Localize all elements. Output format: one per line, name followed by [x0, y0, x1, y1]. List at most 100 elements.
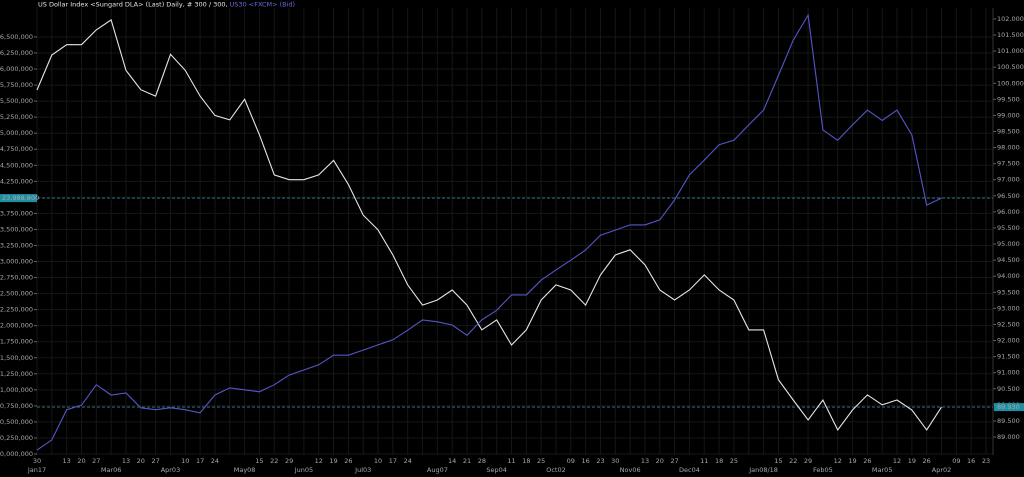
x-tick-label: 23 [596, 457, 604, 465]
x-tick-label: 26 [923, 457, 931, 465]
y-tick-label: 23,250,000 [0, 241, 33, 249]
x-month-label: Sep04 [486, 466, 507, 474]
y-tick-label: 24,250,000 [0, 177, 33, 185]
x-tick-label: 27 [92, 457, 100, 465]
y-tick-label: 25,750,000 [0, 81, 33, 89]
y2-tick-label: 92.500 [997, 320, 1020, 328]
last-value-label: 89.930 [997, 403, 1020, 411]
y-tick-label: 20,250,000 [0, 434, 33, 442]
x-month-label: Apr02 [932, 466, 952, 474]
x-month-label: Feb05 [813, 466, 833, 474]
x-tick-label: 18 [715, 457, 723, 465]
x-month-label: Mar05 [872, 466, 893, 474]
y2-tick-label: 96.500 [997, 192, 1020, 200]
x-tick-label: 18 [522, 457, 530, 465]
y2-tick-label: 94.500 [997, 256, 1020, 264]
last-value-box [994, 403, 1024, 412]
y-tick-label: 24,750,000 [0, 145, 33, 153]
x-tick-label: 15 [774, 457, 782, 465]
x-tick-label: 30 [33, 457, 41, 465]
y2-tick-label: 93.500 [997, 288, 1020, 296]
x-tick-label: 16 [967, 457, 975, 465]
x-month-label: Mar06 [101, 466, 122, 474]
chart-header: US Dollar Index <Sungard DLA> (Last) Dail… [38, 1, 295, 9]
y2-tick-label: 101.500 [997, 31, 1024, 39]
x-month-label: Dec04 [679, 466, 700, 474]
y-tick-label: 22,750,000 [0, 274, 33, 282]
x-tick-label: 26 [863, 457, 871, 465]
x-tick-label: 26 [344, 457, 352, 465]
x-tick-label: 13 [122, 457, 130, 465]
x-tick-label: 13 [641, 457, 649, 465]
x-tick-label: 20 [137, 457, 145, 465]
x-month-label: Oct02 [546, 466, 566, 474]
y-tick-label: 26,000,000 [0, 65, 33, 73]
x-month-label: Apr03 [161, 466, 181, 474]
x-month-label: Jul03 [354, 466, 371, 474]
x-tick-label: 14 [448, 457, 456, 465]
x-tick-label: 20 [77, 457, 85, 465]
x-tick-label: 12 [893, 457, 901, 465]
x-tick-label: 17 [389, 457, 397, 465]
y-tick-label: 23,750,000 [0, 209, 33, 217]
header-info: Daily, # 300 / 300, [166, 1, 227, 9]
x-tick-label: 20 [656, 457, 664, 465]
y2-tick-label: 98.000 [997, 144, 1020, 152]
x-tick-label: 25 [537, 457, 545, 465]
x-tick-label: 09 [952, 457, 960, 465]
y2-tick-label: 92.000 [997, 337, 1020, 345]
y-tick-label: 23,000,000 [0, 258, 33, 266]
x-tick-label: 16 [582, 457, 590, 465]
series-line [36, 13, 942, 451]
y-tick-label: 21,250,000 [0, 370, 33, 378]
x-tick-label: 29 [804, 457, 812, 465]
last-value-label: 23,988.800 [2, 194, 39, 202]
x-tick-label: 21 [463, 457, 471, 465]
x-tick-label: 15 [255, 457, 263, 465]
y2-tick-label: 102.000 [997, 15, 1024, 23]
y-tick-label: 26,500,000 [0, 33, 33, 41]
y2-tick-label: 99.500 [997, 95, 1020, 103]
x-tick-label: 11 [700, 457, 708, 465]
last-value-box [0, 194, 37, 203]
y2-tick-label: 91.000 [997, 369, 1020, 377]
x-tick-label: 25 [730, 457, 738, 465]
x-month-label: Aug07 [427, 466, 448, 474]
y2-tick-label: 90.500 [997, 385, 1020, 393]
y-tick-label: 24,500,000 [0, 161, 33, 169]
y-tick-label: 22,500,000 [0, 290, 33, 298]
x-month-label: Nov06 [620, 466, 641, 474]
y2-tick-label: 96.000 [997, 208, 1020, 216]
y-tick-label: 23,500,000 [0, 225, 33, 233]
x-tick-label: 12 [834, 457, 842, 465]
x-tick-label: 29 [285, 457, 293, 465]
y-tick-label: 20,500,000 [0, 418, 33, 426]
y-tick-label: 22,250,000 [0, 306, 33, 314]
y2-tick-label: 99.000 [997, 111, 1020, 119]
y2-tick-label: 100.000 [997, 79, 1024, 87]
y2-tick-label: 98.500 [997, 127, 1020, 135]
y-tick-label: 21,500,000 [0, 354, 33, 362]
x-month-label: Jan17 [27, 466, 46, 474]
y-tick-label: 26,250,000 [0, 49, 33, 57]
x-tick-label: 27 [151, 457, 159, 465]
x-tick-label: 13 [63, 457, 71, 465]
series-name: US30 <FXCM> (Bid) [230, 1, 296, 9]
y2-tick-label: 89.500 [997, 417, 1020, 425]
y-tick-label: 25,250,000 [0, 113, 33, 121]
x-tick-label: 22 [270, 457, 278, 465]
y2-tick-label: 97.500 [997, 160, 1020, 168]
x-tick-label: 19 [848, 457, 856, 465]
y-tick-label: 25,500,000 [0, 97, 33, 105]
y2-tick-label: 89.000 [997, 433, 1020, 441]
y2-tick-label: 100.500 [997, 63, 1024, 71]
y2-tick-label: 91.500 [997, 353, 1020, 361]
y2-tick-label: 101.000 [997, 47, 1024, 55]
x-tick-label: 11 [507, 457, 515, 465]
y-tick-label: 20,750,000 [0, 402, 33, 410]
x-tick-label: 28 [478, 457, 486, 465]
y2-tick-label: 93.000 [997, 304, 1020, 312]
y-tick-label: 20,000,000 [0, 450, 33, 458]
y2-tick-label: 95.500 [997, 224, 1020, 232]
